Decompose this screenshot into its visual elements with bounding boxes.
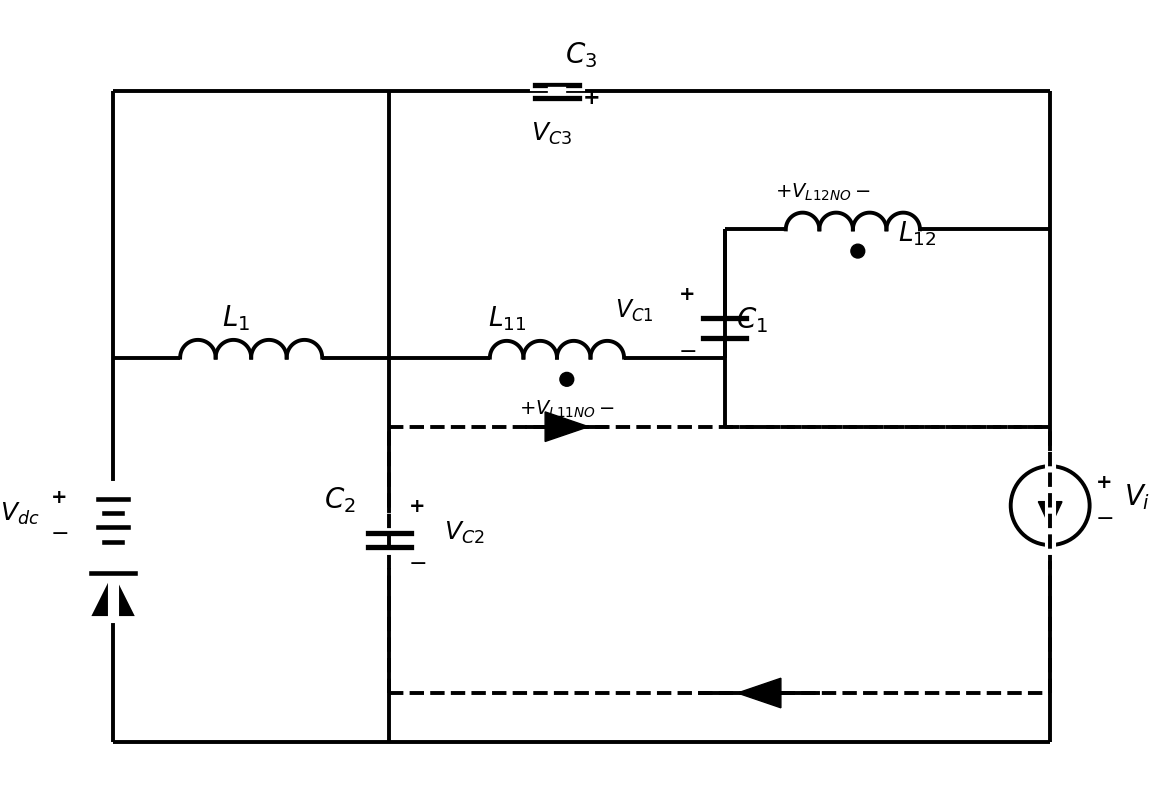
Text: $V_{C1}$: $V_{C1}$ [615,298,654,324]
Text: $V_{C2}$: $V_{C2}$ [444,521,485,546]
Text: $L_{12}$: $L_{12}$ [898,220,937,248]
Text: +: + [1096,473,1113,491]
Text: $-$: $-$ [50,522,68,542]
Circle shape [560,372,573,387]
Text: +: + [50,487,68,507]
Circle shape [850,245,864,258]
Text: $-$: $-$ [678,340,697,360]
Polygon shape [91,573,135,616]
Text: $C_2$: $C_2$ [324,486,355,516]
Text: $C_1$: $C_1$ [736,305,768,335]
Text: +: + [582,88,600,108]
Polygon shape [1038,502,1062,527]
Text: $V_i$: $V_i$ [1124,483,1150,512]
Text: $+V_{L11NO}-$: $+V_{L11NO}-$ [518,399,615,420]
Text: $V_{dc}$: $V_{dc}$ [0,500,40,527]
Text: $-$: $-$ [408,552,426,571]
Polygon shape [545,412,588,441]
Text: $+V_{L12NO}-$: $+V_{L12NO}-$ [775,182,871,203]
Text: $V_{C3}$: $V_{C3}$ [531,120,572,147]
Text: $C_3$: $C_3$ [565,40,598,70]
Text: $L_1$: $L_1$ [223,303,250,332]
Text: +: + [679,286,696,304]
Polygon shape [737,678,781,708]
Text: +: + [409,497,425,516]
Text: $L_{11}$: $L_{11}$ [488,304,527,332]
Text: $-$: $-$ [1095,508,1114,527]
